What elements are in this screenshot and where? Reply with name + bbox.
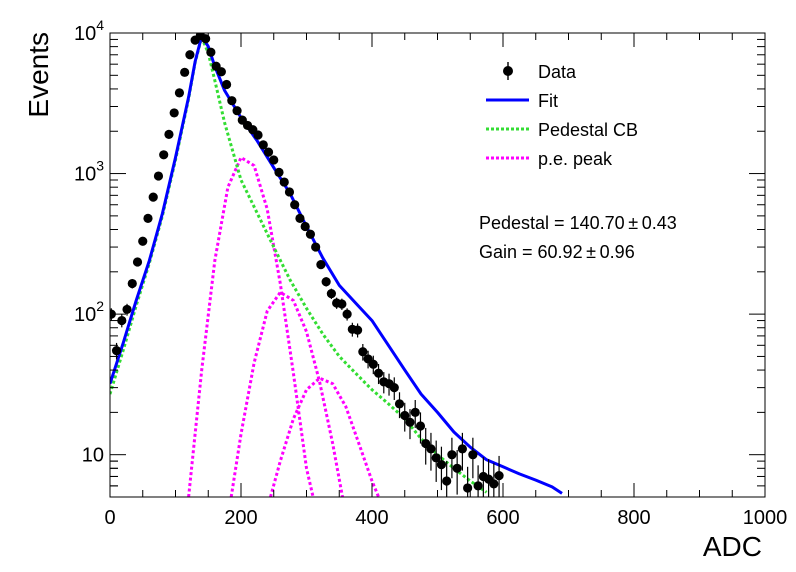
y-tick-label: 103	[74, 158, 104, 186]
y-tick-label: 104	[74, 17, 104, 45]
plot-frame	[109, 32, 766, 498]
pe-peak-curve	[187, 156, 315, 497]
data-point	[389, 383, 399, 393]
data-point	[452, 463, 462, 473]
data-point	[295, 213, 305, 223]
y-tick-base: 10	[74, 23, 96, 45]
data-point	[326, 288, 336, 299]
data-point	[300, 221, 310, 232]
data-point	[342, 309, 352, 319]
y-axis-title: Events	[23, 32, 54, 118]
y-tick-label: 10	[82, 445, 104, 467]
data-point	[279, 177, 289, 187]
data-point	[494, 470, 504, 481]
y-tick-base: 10	[82, 445, 104, 467]
data-point	[337, 299, 347, 309]
data-point	[457, 444, 467, 454]
data-point	[258, 140, 268, 150]
x-axis-title: ADC	[703, 531, 762, 562]
data-point	[305, 229, 316, 239]
legend-label: p.e. peak	[538, 149, 613, 169]
annotations: Pedestal = 140.70 ± 0.43 Gain = 60.92 ± 0…	[479, 213, 677, 262]
data-point	[127, 278, 137, 289]
legend-label: Pedestal CB	[538, 120, 638, 140]
data-point	[185, 50, 195, 60]
legend-marker	[503, 66, 513, 76]
data-point	[159, 150, 169, 160]
fit-result-annotation: Pedestal = 140.70 ± 0.43	[479, 213, 677, 233]
data-point	[253, 130, 263, 140]
data-point	[164, 129, 174, 139]
x-tick-label: 1000	[743, 507, 788, 529]
data-point	[290, 200, 300, 210]
data-point	[489, 479, 499, 489]
data-point	[206, 47, 216, 57]
data-point	[174, 88, 185, 98]
pedestal-curve	[110, 35, 488, 494]
series-layer	[110, 33, 563, 497]
data-point	[132, 257, 143, 267]
y-tick-exponent: 2	[96, 298, 104, 314]
data-point	[410, 407, 420, 417]
data-point	[216, 67, 226, 77]
data-point	[284, 187, 295, 197]
data-point	[169, 108, 179, 118]
y-tick-label: 102	[74, 298, 104, 326]
data-point	[111, 346, 122, 356]
data-point	[221, 79, 232, 90]
x-tick-label: 200	[224, 507, 257, 529]
data-point	[352, 325, 363, 335]
data-point	[463, 483, 473, 493]
legend-label: Data	[538, 62, 577, 82]
data-point	[447, 450, 457, 460]
data-point	[373, 368, 384, 378]
x-tick-label: 800	[617, 507, 650, 529]
data-point	[227, 96, 237, 106]
pe-peak-curve	[229, 290, 344, 497]
y-tick-base: 10	[74, 304, 96, 326]
data-point	[436, 460, 447, 470]
data-point	[311, 242, 321, 252]
x-tick-label: 0	[104, 507, 115, 529]
data-point	[201, 34, 211, 44]
data-point	[405, 417, 415, 427]
data-point	[400, 410, 410, 421]
plot-area	[110, 33, 563, 497]
x-tick-label: 600	[486, 507, 519, 529]
data-point	[321, 277, 331, 287]
data-point	[394, 399, 405, 409]
data-point	[358, 347, 368, 357]
data-point	[180, 67, 190, 77]
data-point	[468, 450, 478, 460]
fit-curve	[110, 34, 563, 495]
data-point	[232, 106, 242, 116]
data-point	[426, 444, 436, 454]
data-point	[117, 315, 127, 326]
y-tick-exponent: 4	[96, 17, 104, 33]
data-point	[122, 304, 132, 315]
data-point	[368, 359, 378, 369]
data-point	[431, 453, 441, 463]
data-point	[473, 481, 483, 491]
y-tick-exponent: 3	[96, 158, 104, 174]
pe-peak-curve	[269, 376, 380, 497]
data-point	[153, 171, 164, 181]
y-tick-base: 10	[74, 164, 96, 186]
legend-label: Fit	[538, 91, 558, 111]
data-point	[269, 155, 279, 165]
legend: Data Fit Pedestal CB p.e. peak	[486, 62, 638, 169]
fit-result-annotation: Gain = 60.92 ± 0.96	[479, 242, 635, 262]
data-point	[316, 260, 326, 270]
data-point	[143, 213, 153, 223]
data-point	[274, 167, 284, 177]
data-point	[415, 421, 426, 431]
data-point	[263, 147, 274, 157]
data-point	[148, 192, 158, 202]
x-tick-label: 400	[355, 507, 388, 529]
data-point	[138, 236, 148, 246]
data-point	[442, 476, 452, 486]
